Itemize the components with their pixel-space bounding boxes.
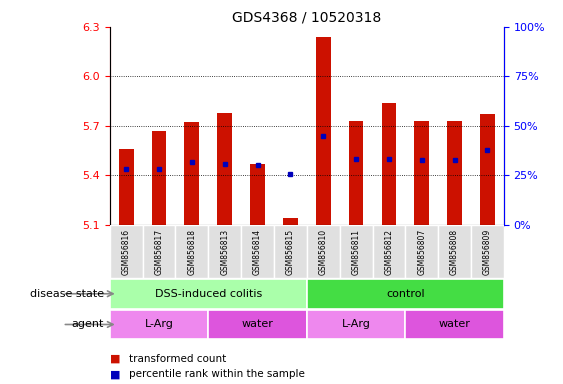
- Text: DSS-induced colitis: DSS-induced colitis: [155, 289, 262, 299]
- Text: water: water: [439, 319, 471, 329]
- Text: GSM856810: GSM856810: [319, 228, 328, 275]
- Text: water: water: [242, 319, 274, 329]
- Bar: [110, 279, 307, 308]
- Text: agent: agent: [72, 319, 104, 329]
- Text: disease state: disease state: [30, 289, 104, 299]
- Bar: [176, 225, 208, 278]
- Text: GSM856817: GSM856817: [155, 228, 163, 275]
- Bar: [241, 225, 274, 278]
- Text: GSM856814: GSM856814: [253, 228, 262, 275]
- Bar: [250, 164, 265, 225]
- Text: ■: ■: [110, 354, 120, 364]
- Bar: [471, 225, 504, 278]
- Bar: [217, 113, 232, 225]
- Text: percentile rank within the sample: percentile rank within the sample: [129, 369, 305, 379]
- Text: L-Arg: L-Arg: [342, 319, 370, 329]
- Bar: [307, 225, 339, 278]
- Bar: [307, 310, 405, 339]
- Text: L-Arg: L-Arg: [145, 319, 173, 329]
- Text: GSM856813: GSM856813: [220, 228, 229, 275]
- Bar: [274, 225, 307, 278]
- Bar: [348, 121, 364, 225]
- Text: GSM856816: GSM856816: [122, 228, 131, 275]
- Bar: [208, 225, 241, 278]
- Bar: [414, 121, 429, 225]
- Bar: [447, 121, 462, 225]
- Bar: [316, 37, 330, 225]
- Title: GDS4368 / 10520318: GDS4368 / 10520318: [232, 10, 382, 24]
- Text: GSM856811: GSM856811: [352, 228, 360, 275]
- Bar: [307, 279, 504, 308]
- Text: GSM856815: GSM856815: [286, 228, 295, 275]
- Bar: [480, 114, 495, 225]
- Bar: [339, 225, 373, 278]
- Bar: [382, 103, 396, 225]
- Text: control: control: [386, 289, 425, 299]
- Bar: [373, 225, 405, 278]
- Bar: [405, 225, 438, 278]
- Text: transformed count: transformed count: [129, 354, 227, 364]
- Text: GSM856807: GSM856807: [417, 228, 426, 275]
- Bar: [110, 225, 142, 278]
- Text: GSM856808: GSM856808: [450, 228, 459, 275]
- Text: GSM856818: GSM856818: [187, 228, 196, 275]
- Text: GSM856812: GSM856812: [385, 228, 394, 275]
- Bar: [405, 310, 504, 339]
- Bar: [110, 310, 208, 339]
- Bar: [283, 218, 298, 225]
- Bar: [142, 225, 176, 278]
- Bar: [185, 122, 199, 225]
- Bar: [119, 149, 133, 225]
- Bar: [438, 225, 471, 278]
- Text: GSM856809: GSM856809: [483, 228, 492, 275]
- Text: ■: ■: [110, 369, 120, 379]
- Bar: [151, 131, 167, 225]
- Bar: [208, 310, 307, 339]
